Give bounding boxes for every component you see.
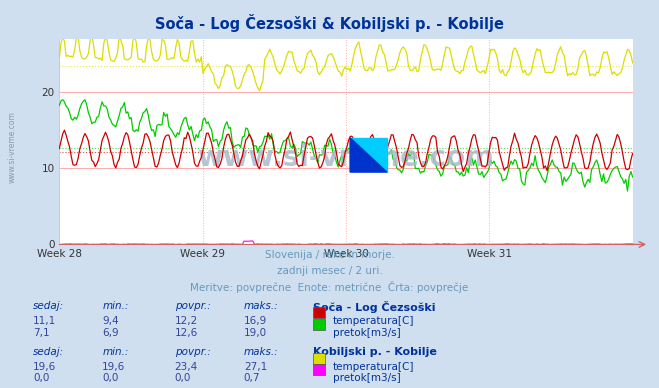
Text: maks.:: maks.: xyxy=(244,347,279,357)
Text: Soča - Log Čezsoški: Soča - Log Čezsoški xyxy=(313,301,436,313)
Text: pretok[m3/s]: pretok[m3/s] xyxy=(333,328,401,338)
Polygon shape xyxy=(350,138,387,172)
Text: Slovenija / reke in morje.: Slovenija / reke in morje. xyxy=(264,250,395,260)
Text: 12,6: 12,6 xyxy=(175,328,198,338)
Text: 0,7: 0,7 xyxy=(244,373,260,383)
Text: Meritve: povprečne  Enote: metrične  Črta: povprečje: Meritve: povprečne Enote: metrične Črta:… xyxy=(190,281,469,293)
Text: 27,1: 27,1 xyxy=(244,362,267,372)
Text: 23,4: 23,4 xyxy=(175,362,198,372)
Text: 0,0: 0,0 xyxy=(175,373,191,383)
Text: 7,1: 7,1 xyxy=(33,328,49,338)
Text: 19,6: 19,6 xyxy=(102,362,125,372)
Text: www.si-vreme.com: www.si-vreme.com xyxy=(198,144,494,172)
Text: Soča - Log Čezsoški & Kobiljski p. - Kobilje: Soča - Log Čezsoški & Kobiljski p. - Kob… xyxy=(155,14,504,31)
Text: sedaj:: sedaj: xyxy=(33,301,64,311)
Text: 0,0: 0,0 xyxy=(102,373,119,383)
Text: zadnji mesec / 2 uri.: zadnji mesec / 2 uri. xyxy=(277,266,382,276)
Text: 9,4: 9,4 xyxy=(102,316,119,326)
Text: min.:: min.: xyxy=(102,347,129,357)
Text: 11,1: 11,1 xyxy=(33,316,56,326)
Text: sedaj:: sedaj: xyxy=(33,347,64,357)
Text: www.si-vreme.com: www.si-vreme.com xyxy=(8,111,17,184)
Text: 16,9: 16,9 xyxy=(244,316,267,326)
Text: 12,2: 12,2 xyxy=(175,316,198,326)
Text: min.:: min.: xyxy=(102,301,129,311)
Text: temperatura[C]: temperatura[C] xyxy=(333,316,415,326)
Text: pretok[m3/s]: pretok[m3/s] xyxy=(333,373,401,383)
Text: maks.:: maks.: xyxy=(244,301,279,311)
Text: 0,0: 0,0 xyxy=(33,373,49,383)
Text: 19,0: 19,0 xyxy=(244,328,267,338)
Text: 6,9: 6,9 xyxy=(102,328,119,338)
Text: povpr.:: povpr.: xyxy=(175,347,210,357)
Polygon shape xyxy=(350,138,387,172)
Text: povpr.:: povpr.: xyxy=(175,301,210,311)
Text: temperatura[C]: temperatura[C] xyxy=(333,362,415,372)
Text: Kobiljski p. - Kobilje: Kobiljski p. - Kobilje xyxy=(313,347,437,357)
Text: 19,6: 19,6 xyxy=(33,362,56,372)
